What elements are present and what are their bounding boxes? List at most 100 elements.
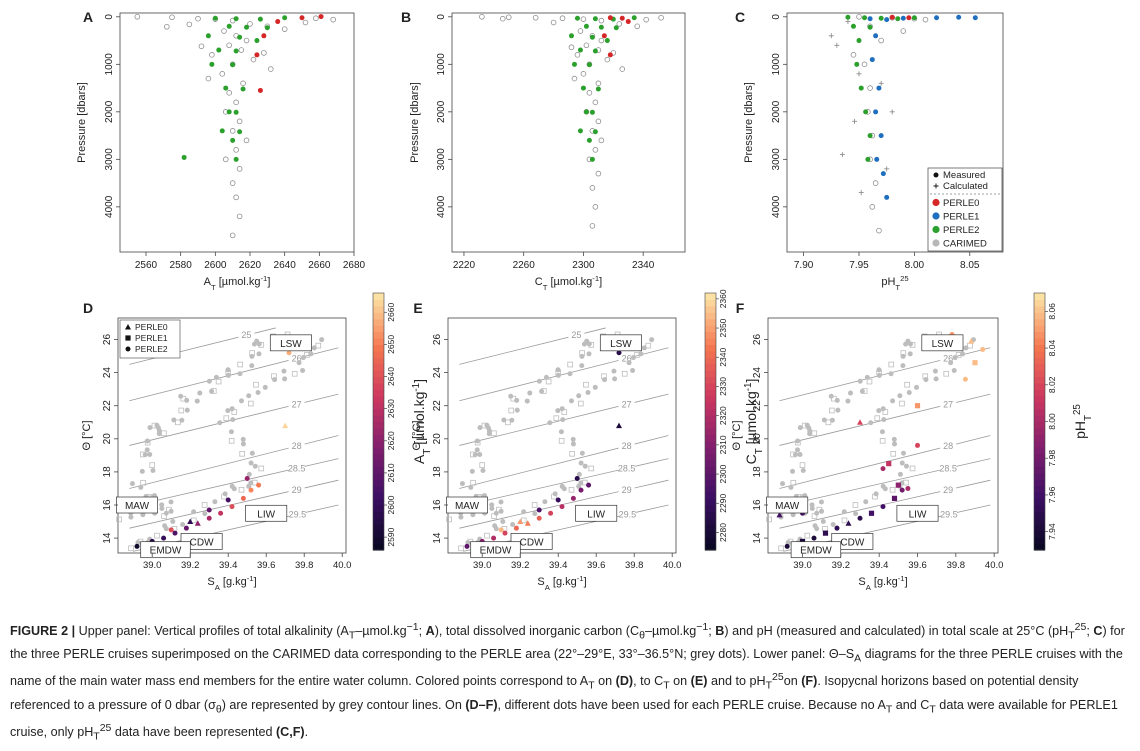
carimed-point — [645, 342, 652, 349]
colorbar-segment — [373, 530, 384, 538]
panel-C: C 0 1000 2000 3000 4000 7.90 7.95 8.00 8.05 Pressu… — [735, 9, 1004, 292]
carimed-point — [892, 441, 897, 447]
data-point — [884, 17, 890, 23]
data-point — [226, 90, 233, 96]
carimed-point — [806, 425, 812, 431]
water-mass-label: EMDW — [150, 546, 182, 557]
x-axis-label-part: T — [543, 283, 548, 292]
data-point — [878, 133, 884, 139]
carimed-point — [161, 513, 167, 519]
x-tick-label: 2580 — [170, 260, 193, 271]
carimed-point — [800, 468, 806, 474]
carimed-point — [900, 363, 906, 369]
colored-point — [811, 535, 817, 541]
data-point — [850, 23, 856, 29]
data-point — [900, 28, 907, 34]
data-point — [238, 47, 245, 53]
data-point — [205, 75, 212, 82]
x-axis-label: SA [g.kg-1] — [537, 574, 586, 592]
carimed-point — [799, 462, 806, 468]
data-point — [254, 38, 260, 44]
plot-frame — [786, 12, 1004, 253]
water-mass-box — [921, 334, 964, 352]
colored-point — [880, 466, 886, 472]
carimed-point — [249, 350, 255, 356]
caption-text: and to pH — [707, 674, 766, 689]
carimed-point — [955, 352, 962, 358]
caption-panel-ref: B — [715, 624, 725, 639]
x-tick-label: 39.0 — [793, 560, 812, 571]
y-tick-label: 1000 — [104, 53, 115, 76]
carimed-point — [804, 532, 811, 539]
carimed-point — [248, 400, 254, 407]
isopycnal-label-bg — [618, 398, 635, 409]
y-tick-label: 14 — [752, 532, 763, 544]
data-point — [574, 15, 580, 21]
carimed-point — [484, 532, 490, 539]
y-tick-label: 26 — [102, 334, 113, 346]
colorbar-segment — [1034, 305, 1045, 313]
carimed-point — [933, 376, 939, 382]
x-tick-label: 39.6 — [908, 560, 927, 571]
x-tick-label: 39.4 — [549, 560, 568, 571]
data-point — [223, 85, 229, 91]
carimed-point — [255, 389, 261, 395]
colorbar-segment — [373, 305, 384, 313]
colorbar-label-part: pH — [1072, 421, 1088, 439]
isopycnal-label: 29 — [622, 485, 632, 495]
carimed-point — [864, 374, 870, 380]
data-point — [598, 137, 605, 144]
carimed-point — [766, 516, 772, 523]
carimed-point — [252, 463, 258, 469]
legend-marker — [125, 324, 131, 330]
carimed-point — [790, 468, 796, 474]
colorbar-segment — [373, 434, 384, 442]
data-point — [592, 48, 598, 54]
colorbar-segment — [705, 350, 716, 358]
data-point — [233, 147, 239, 153]
data-point — [233, 109, 239, 115]
carimed-point — [879, 437, 886, 444]
data-point — [233, 99, 239, 106]
data-point — [257, 16, 263, 22]
colorbar-segment — [1034, 492, 1045, 500]
data-point — [592, 129, 598, 135]
data-point — [237, 129, 243, 135]
carimed-point — [116, 516, 122, 523]
colorbar-label-part: [µmol.kg — [411, 392, 427, 449]
isopycnal-label: 27 — [622, 399, 632, 409]
carimed-point — [536, 378, 542, 384]
carimed-point — [900, 353, 906, 359]
legend-marker — [933, 183, 939, 189]
data-point — [580, 71, 587, 77]
data-point — [922, 16, 929, 23]
legend-marker — [933, 172, 939, 178]
data-point — [583, 42, 590, 49]
colorbar-segment — [1034, 440, 1045, 448]
carimed-point — [876, 408, 882, 414]
y-tick-label: 1000 — [771, 53, 782, 76]
colorbar-segment — [1034, 543, 1045, 551]
data-point — [867, 133, 873, 139]
data-point — [226, 42, 233, 49]
colorbar-label-part: -1 — [411, 383, 422, 392]
colored-point — [244, 476, 250, 482]
data-point — [583, 23, 589, 29]
colored-point — [168, 527, 174, 533]
colored-point — [172, 530, 178, 536]
x-tick-label: 39.6 — [587, 560, 606, 571]
x-axis-label-part: -1 — [261, 274, 268, 283]
colored-point — [206, 515, 212, 521]
y-tick-label: 4000 — [436, 195, 447, 218]
data-point — [884, 166, 890, 172]
colored-point — [980, 346, 986, 352]
carimed-point — [225, 367, 231, 373]
carimed-point — [569, 450, 575, 457]
y-tick-label: 22 — [752, 400, 763, 412]
data-point — [604, 56, 611, 63]
colorbar-segment — [1034, 402, 1045, 410]
carimed-point — [485, 425, 491, 431]
isopycnal-label-bg — [288, 462, 305, 473]
colorbar-segment — [705, 498, 716, 506]
colorbar-tick-label: 7.98 — [1047, 450, 1057, 467]
